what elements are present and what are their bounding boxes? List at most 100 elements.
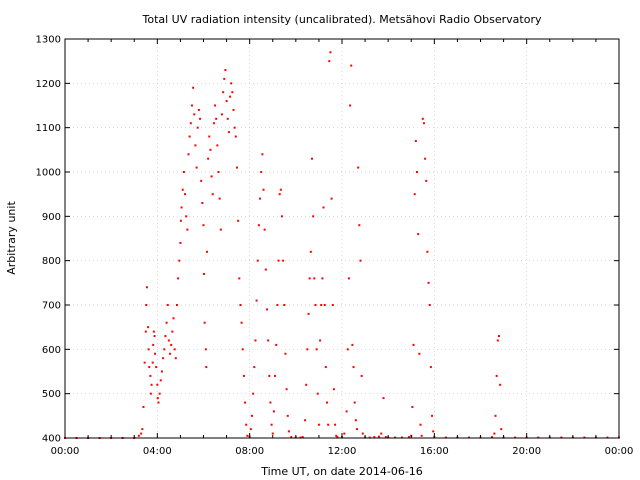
y-tick-label: 400 (42, 434, 61, 445)
data-point (249, 428, 252, 431)
data-point (217, 171, 220, 173)
data-point (429, 366, 432, 369)
data-point (418, 352, 421, 355)
data-point (205, 366, 208, 369)
data-point (145, 304, 148, 306)
data-point (218, 197, 221, 200)
data-point (335, 434, 338, 437)
data-point (357, 166, 360, 169)
data-point (208, 135, 211, 138)
y-axis-label: Arbitrary unit (5, 201, 18, 275)
data-point (426, 250, 429, 253)
data-point (356, 428, 359, 431)
data-point (152, 343, 155, 346)
data-point (205, 250, 208, 253)
data-point (380, 432, 383, 435)
data-point (284, 352, 287, 355)
x-tick-label: 12:00 (328, 446, 357, 457)
data-point (324, 366, 327, 369)
data-point (350, 64, 353, 67)
data-point (286, 414, 289, 417)
data-point (309, 250, 312, 253)
data-point (141, 428, 144, 431)
data-point (233, 126, 236, 129)
y-tick-label: 1200 (36, 79, 61, 90)
data-point (312, 215, 315, 218)
data-point (495, 374, 498, 377)
data-point (413, 193, 416, 196)
data-point (336, 436, 339, 439)
data-point (358, 224, 361, 227)
data-point (334, 423, 337, 426)
data-point (182, 171, 185, 173)
data-point (173, 348, 176, 351)
data-point (152, 330, 155, 333)
data-point (323, 304, 326, 306)
plot-frame (64, 38, 620, 439)
data-point (496, 339, 499, 342)
y-tick-label: 900 (42, 212, 61, 223)
data-point (159, 379, 162, 382)
data-point (202, 272, 205, 275)
data-point (148, 366, 151, 369)
data-point (158, 392, 161, 395)
data-point (425, 179, 428, 182)
y-tick-label: 1000 (36, 168, 61, 179)
data-point (216, 144, 219, 147)
data-point (259, 197, 262, 200)
data-point (231, 91, 234, 94)
data-point (210, 175, 213, 178)
data-point (214, 104, 217, 107)
data-point (255, 299, 258, 302)
data-point (229, 95, 232, 98)
data-point (204, 348, 207, 351)
data-point (414, 139, 417, 142)
data-point (274, 374, 277, 377)
data-point (282, 259, 285, 262)
data-point (421, 117, 424, 120)
data-point (215, 117, 218, 120)
data-point (192, 86, 195, 89)
data-point (174, 357, 177, 360)
data-point (499, 383, 502, 386)
data-point (257, 224, 260, 227)
data-point (234, 135, 237, 138)
data-point (269, 401, 272, 404)
data-point (238, 277, 241, 280)
data-point (283, 304, 286, 306)
data-point (254, 339, 257, 342)
data-point (189, 122, 192, 125)
data-point (271, 432, 274, 435)
data-point (149, 374, 152, 377)
x-tick-label: 04:00 (143, 446, 172, 457)
data-point (346, 348, 349, 351)
data-point (262, 188, 265, 191)
data-point (412, 343, 415, 346)
data-point (226, 117, 229, 120)
data-point (407, 436, 410, 439)
x-axis-label: Time UT, on date 2014-06-16 (260, 465, 423, 478)
data-point (154, 352, 157, 355)
data-point (280, 215, 283, 218)
data-point (310, 157, 313, 160)
data-point (250, 414, 253, 417)
data-point (419, 423, 422, 426)
data-point (328, 60, 331, 63)
data-point (384, 436, 387, 439)
data-point (290, 436, 293, 439)
data-point (147, 348, 150, 351)
data-point (420, 434, 423, 437)
data-point (319, 339, 322, 342)
data-point (252, 392, 255, 395)
data-point (145, 286, 148, 289)
data-point (267, 339, 270, 342)
data-point (160, 370, 163, 373)
y-tick-label: 600 (42, 345, 61, 356)
data-point (170, 343, 173, 346)
data-point (276, 304, 279, 306)
data-point (325, 401, 328, 404)
data-point (332, 388, 335, 391)
data-point (162, 357, 165, 360)
data-point (329, 51, 332, 54)
